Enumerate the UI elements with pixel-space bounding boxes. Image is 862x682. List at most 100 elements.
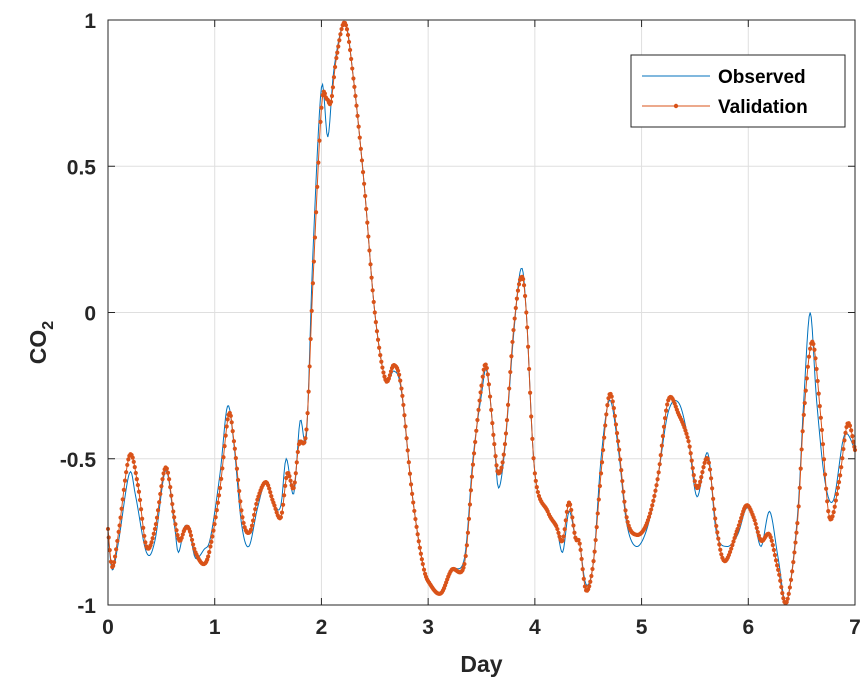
validation-point	[337, 38, 342, 43]
legend-label-validation: Validation	[718, 97, 808, 118]
y-tick-label: 0.5	[67, 156, 97, 179]
validation-point	[600, 447, 606, 453]
validation-point	[768, 535, 773, 540]
validation-point	[485, 372, 490, 377]
validation-point	[411, 500, 416, 505]
validation-point	[381, 370, 386, 375]
validation-point	[347, 47, 353, 53]
validation-point	[622, 499, 627, 504]
validation-point	[653, 488, 658, 493]
validation-point	[126, 457, 131, 462]
validation-point	[220, 466, 225, 471]
validation-point	[225, 417, 230, 422]
validation-point	[818, 415, 823, 420]
validation-point	[590, 566, 595, 572]
validation-point	[787, 585, 792, 590]
validation-point	[512, 316, 517, 321]
validation-point	[467, 502, 473, 507]
validation-point	[813, 356, 818, 361]
validation-point	[319, 105, 324, 110]
validation-point	[839, 465, 844, 470]
validation-point	[138, 507, 144, 512]
validation-point	[239, 508, 244, 513]
validation-point	[141, 525, 146, 530]
validation-point	[280, 502, 286, 507]
validation-point	[112, 554, 118, 559]
validation-point	[481, 367, 486, 372]
validation-point	[303, 436, 308, 441]
validation-point	[366, 234, 371, 239]
validation-point	[494, 463, 499, 468]
validation-point	[470, 462, 476, 467]
validation-point	[623, 508, 628, 513]
validation-point	[339, 26, 344, 32]
validation-point	[370, 288, 375, 293]
validation-point	[785, 596, 790, 601]
validation-point	[228, 413, 233, 418]
validation-point	[802, 400, 807, 406]
validation-point	[371, 299, 376, 305]
validation-point	[465, 530, 471, 535]
validation-point	[312, 235, 318, 240]
validation-point	[821, 457, 827, 462]
validation-point	[408, 482, 414, 487]
validation-point	[154, 515, 160, 520]
validation-point	[254, 501, 259, 507]
validation-point	[223, 433, 228, 438]
validation-point	[410, 491, 415, 496]
validation-point	[216, 493, 222, 498]
validation-point	[576, 537, 581, 543]
y-tick-label: 0	[84, 303, 96, 326]
validation-point	[355, 113, 360, 119]
validation-point	[731, 539, 736, 544]
validation-point	[121, 487, 126, 492]
validation-point	[621, 489, 626, 494]
validation-point	[799, 447, 804, 452]
validation-point	[683, 428, 688, 433]
x-tick-label: 3	[422, 616, 434, 639]
x-tick-label: 1	[209, 616, 221, 639]
validation-point	[514, 296, 520, 301]
validation-point	[401, 402, 406, 408]
validation-point	[462, 561, 467, 567]
validation-point	[288, 478, 293, 483]
validation-point	[402, 413, 407, 418]
validation-point	[780, 591, 785, 596]
validation-point	[351, 76, 356, 81]
validation-point	[735, 526, 740, 532]
y-tick-label: -0.5	[60, 449, 97, 472]
validation-point	[771, 547, 777, 553]
validation-point	[798, 466, 803, 471]
validation-point	[717, 542, 722, 547]
validation-point	[164, 466, 169, 471]
validation-point	[661, 424, 667, 429]
validation-point	[476, 407, 481, 412]
validation-point	[593, 537, 598, 543]
validation-point	[191, 542, 196, 547]
validation-point	[165, 470, 171, 475]
validation-point	[816, 391, 821, 396]
validation-point	[273, 506, 278, 512]
validation-point	[834, 492, 840, 497]
validation-point	[224, 424, 229, 429]
validation-point	[522, 293, 528, 299]
validation-point	[793, 540, 798, 545]
validation-point	[363, 193, 368, 199]
validation-point	[158, 491, 163, 497]
validation-point	[480, 374, 485, 379]
validation-point	[659, 443, 664, 448]
validation-point	[499, 465, 504, 470]
validation-point	[231, 439, 237, 444]
validation-point	[150, 536, 155, 541]
validation-point	[582, 584, 588, 589]
validation-point	[287, 473, 292, 479]
validation-point	[161, 471, 166, 476]
validation-point	[356, 124, 361, 129]
validation-point	[619, 468, 624, 473]
validation-point	[397, 372, 402, 377]
legend: Observed Validation	[630, 54, 846, 128]
validation-point	[808, 346, 813, 351]
validation-point	[334, 55, 339, 61]
series-markers-validation	[105, 20, 858, 606]
validation-point	[770, 542, 775, 548]
